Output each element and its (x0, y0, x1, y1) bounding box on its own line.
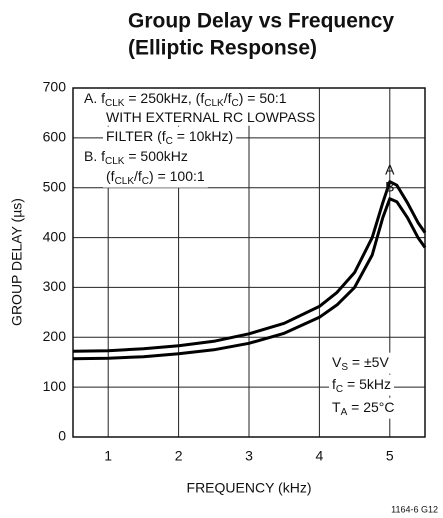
series-label: A (385, 161, 395, 177)
annotation-text: = ±5V (348, 354, 389, 370)
annotation-subscript: S (341, 362, 348, 373)
annotation: fC = 5kHz (332, 376, 391, 395)
annotation-subscript: CLK (115, 176, 135, 187)
x-tick-label: 3 (245, 448, 253, 464)
annotation-bg (81, 146, 191, 168)
annotation-text: /f (134, 168, 142, 184)
y-tick-label: 700 (43, 79, 67, 95)
annotation-text: = 25°C (347, 399, 394, 415)
annotation: A. fCLK = 250kHz, (fCLK/fC) = 50:1 (84, 90, 287, 109)
y-axis-label: GROUP DELAY (µs) (9, 198, 25, 326)
y-tick-label: 200 (43, 328, 67, 344)
annotation-bg (103, 126, 237, 148)
annotation-text: = 250kHz, (f (124, 90, 204, 106)
annotation-text: /f (224, 90, 232, 106)
annotation-background (81, 88, 398, 419)
annotation: TA = 25°C (332, 399, 394, 418)
annotation-text: (f (106, 168, 115, 184)
annotation-text: = 10kHz) (173, 128, 233, 144)
annotation: VS = ±5V (332, 354, 389, 373)
annotation-subscript: A (341, 407, 348, 418)
annotation-subscript: C (166, 136, 173, 147)
x-tick-label: 1 (104, 448, 112, 464)
annotation-subscript: CLK (204, 98, 224, 109)
annotation-text: A. f (84, 90, 105, 106)
series-line (72, 180, 427, 353)
annotation-bg (329, 352, 393, 374)
x-axis-label: FREQUENCY (kHz) (187, 480, 312, 496)
annotation-text: V (332, 354, 342, 370)
chart-title: Group Delay vs Frequency (128, 10, 394, 33)
annotation-text: = 5kHz (343, 376, 391, 392)
annotation-text: ) = 50:1 (239, 90, 287, 106)
annotation-text: B. f (84, 148, 105, 164)
annotation: B. fCLK = 500kHz (84, 148, 188, 167)
annotation-bg (81, 88, 290, 110)
annotation-text: ) = 100:1 (149, 168, 205, 184)
annotation-bg (329, 397, 398, 419)
annotation-text: = 500kHz (124, 148, 187, 164)
y-tick-label: 0 (58, 428, 66, 444)
plot-frame (72, 87, 426, 438)
footnote: 1164-6 G12 (391, 504, 438, 514)
y-tick-label: 100 (43, 378, 67, 394)
annotation-subscript: CLK (105, 156, 125, 167)
annotation-bg (103, 166, 208, 188)
annotation-text: FILTER (f (106, 128, 166, 144)
x-tick-label: 2 (175, 448, 183, 464)
chart-title: (Elliptic Response) (128, 37, 317, 60)
y-tick-label: 500 (43, 178, 67, 194)
annotation: WITH EXTERNAL RC LOWPASS (106, 109, 315, 125)
annotation-subscript: C (142, 176, 149, 187)
y-tick-label: 300 (43, 278, 67, 294)
x-tick-label: 5 (386, 448, 394, 464)
annotation-text: f (332, 376, 336, 392)
series-line (72, 197, 427, 361)
annotation-text: T (332, 399, 341, 415)
annotation-subscript: C (231, 98, 238, 109)
annotation-bg (103, 107, 319, 126)
y-tick-label: 400 (43, 228, 67, 244)
y-tick-label: 600 (43, 129, 67, 145)
annotation-bg (329, 374, 394, 396)
series-label: B (385, 178, 394, 194)
annotation: (fCLK/fC) = 100:1 (106, 168, 205, 187)
annotation-subscript: CLK (105, 98, 125, 109)
x-tick-label: 4 (316, 448, 324, 464)
annotation-subscript: C (336, 384, 343, 395)
annotation: FILTER (fC = 10kHz) (106, 128, 233, 147)
annotation-text: WITH EXTERNAL RC LOWPASS (106, 109, 315, 125)
